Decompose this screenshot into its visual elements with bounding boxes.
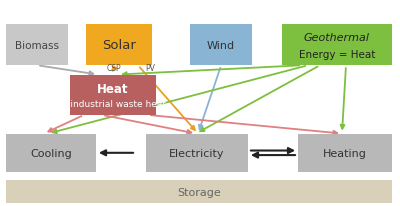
Text: + industrial waste heat: + industrial waste heat — [60, 100, 166, 109]
FancyBboxPatch shape — [6, 134, 96, 172]
FancyBboxPatch shape — [298, 134, 392, 172]
FancyBboxPatch shape — [6, 25, 68, 66]
FancyBboxPatch shape — [146, 134, 248, 172]
Text: Energy = Heat: Energy = Heat — [299, 49, 375, 59]
Text: Storage: Storage — [177, 187, 221, 197]
Text: CSP: CSP — [107, 64, 121, 73]
Text: Heating: Heating — [323, 148, 367, 158]
FancyBboxPatch shape — [86, 25, 152, 66]
Text: Geothermal: Geothermal — [304, 33, 370, 43]
Text: Biomass: Biomass — [15, 40, 59, 50]
FancyBboxPatch shape — [282, 25, 392, 66]
Text: Cooling: Cooling — [30, 148, 72, 158]
Text: Electricity: Electricity — [169, 148, 225, 158]
FancyBboxPatch shape — [190, 25, 252, 66]
Text: PV: PV — [145, 64, 155, 73]
Text: Heat: Heat — [97, 83, 129, 96]
FancyBboxPatch shape — [70, 75, 156, 115]
Text: Solar: Solar — [102, 39, 136, 52]
Text: Wind: Wind — [207, 40, 235, 50]
FancyBboxPatch shape — [6, 180, 392, 203]
